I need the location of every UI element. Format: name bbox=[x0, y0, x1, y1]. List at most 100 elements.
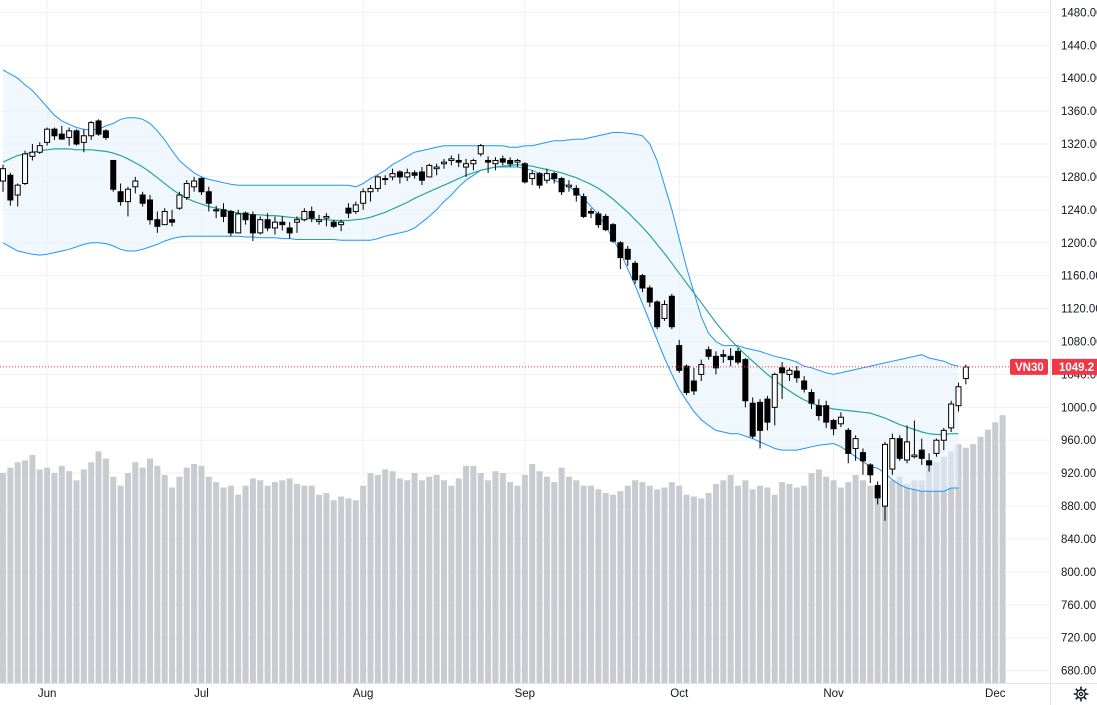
candle[interactable] bbox=[279, 216, 286, 231]
candle[interactable] bbox=[521, 162, 528, 184]
candle[interactable] bbox=[896, 435, 903, 461]
candle[interactable] bbox=[213, 205, 220, 219]
candle[interactable] bbox=[904, 425, 911, 464]
candle[interactable] bbox=[220, 203, 227, 223]
candle[interactable] bbox=[257, 216, 264, 235]
candle[interactable] bbox=[73, 129, 80, 146]
candle[interactable] bbox=[882, 441, 888, 521]
candle[interactable] bbox=[271, 216, 278, 235]
candle[interactable] bbox=[646, 285, 653, 307]
candle[interactable] bbox=[757, 399, 764, 449]
candle[interactable] bbox=[764, 395, 771, 431]
candle[interactable] bbox=[7, 172, 14, 206]
candle[interactable] bbox=[551, 171, 558, 184]
candle[interactable] bbox=[0, 164, 6, 192]
candle[interactable] bbox=[727, 348, 734, 367]
candle[interactable] bbox=[654, 300, 661, 330]
candle[interactable] bbox=[859, 448, 866, 475]
candle[interactable] bbox=[374, 175, 381, 192]
candle[interactable] bbox=[610, 223, 617, 243]
candle[interactable] bbox=[676, 339, 683, 373]
candle[interactable] bbox=[499, 155, 506, 166]
candle[interactable] bbox=[874, 481, 881, 505]
candle[interactable] bbox=[911, 420, 918, 459]
candle[interactable] bbox=[889, 433, 896, 475]
candle[interactable] bbox=[815, 399, 822, 421]
candle[interactable] bbox=[690, 367, 697, 395]
candle[interactable] bbox=[382, 175, 389, 186]
candle[interactable] bbox=[161, 208, 168, 226]
candle[interactable] bbox=[345, 203, 352, 219]
candle[interactable] bbox=[198, 176, 205, 196]
candle[interactable] bbox=[44, 127, 51, 146]
candle[interactable] bbox=[668, 293, 675, 330]
candle[interactable] bbox=[492, 157, 499, 171]
candle[interactable] bbox=[249, 211, 256, 242]
candle[interactable] bbox=[58, 125, 65, 140]
candlesticks[interactable] bbox=[0, 119, 969, 521]
candle[interactable] bbox=[573, 185, 580, 202]
candle[interactable] bbox=[823, 400, 830, 428]
candle[interactable] bbox=[470, 158, 477, 171]
candle[interactable] bbox=[80, 129, 87, 153]
candle[interactable] bbox=[88, 120, 95, 140]
candle[interactable] bbox=[477, 144, 484, 157]
candle[interactable] bbox=[36, 142, 43, 154]
candle[interactable] bbox=[124, 186, 131, 217]
candle[interactable] bbox=[683, 364, 690, 395]
candle[interactable] bbox=[411, 170, 418, 179]
candle[interactable] bbox=[705, 346, 712, 360]
candle[interactable] bbox=[852, 435, 859, 461]
candle[interactable] bbox=[771, 372, 778, 426]
candle[interactable] bbox=[426, 163, 433, 178]
candle[interactable] bbox=[507, 157, 514, 168]
candle[interactable] bbox=[441, 158, 447, 169]
candle[interactable] bbox=[742, 357, 749, 408]
settings-button[interactable] bbox=[1068, 684, 1094, 704]
candle[interactable] bbox=[837, 412, 844, 428]
candle[interactable] bbox=[448, 155, 455, 166]
candle[interactable] bbox=[227, 209, 234, 237]
candle[interactable] bbox=[51, 127, 58, 140]
candle[interactable] bbox=[955, 382, 962, 412]
candle[interactable] bbox=[66, 127, 73, 146]
candle[interactable] bbox=[323, 213, 330, 227]
candle[interactable] bbox=[294, 216, 300, 233]
candle[interactable] bbox=[132, 176, 139, 194]
candle[interactable] bbox=[154, 211, 161, 233]
candle[interactable] bbox=[558, 176, 565, 196]
candle[interactable] bbox=[624, 246, 631, 266]
candle[interactable] bbox=[595, 211, 602, 228]
candle[interactable] bbox=[867, 463, 874, 484]
candle[interactable] bbox=[926, 453, 933, 472]
candle[interactable] bbox=[529, 170, 536, 186]
candle[interactable] bbox=[389, 168, 396, 181]
candle[interactable] bbox=[264, 213, 271, 232]
candle[interactable] bbox=[602, 213, 609, 232]
candle[interactable] bbox=[433, 163, 440, 176]
candle[interactable] bbox=[455, 153, 462, 168]
candle[interactable] bbox=[191, 176, 198, 192]
candle[interactable] bbox=[418, 167, 425, 186]
candle[interactable] bbox=[639, 274, 646, 293]
candle[interactable] bbox=[463, 158, 470, 177]
candle[interactable] bbox=[588, 208, 594, 219]
candle[interactable] bbox=[543, 168, 550, 184]
candle[interactable] bbox=[779, 362, 786, 400]
candle[interactable] bbox=[242, 211, 249, 225]
candle[interactable] bbox=[617, 241, 624, 270]
candle[interactable] bbox=[830, 418, 837, 436]
candle[interactable] bbox=[176, 191, 183, 210]
candle[interactable] bbox=[235, 209, 242, 234]
candle[interactable] bbox=[301, 208, 308, 222]
candle[interactable] bbox=[485, 156, 492, 173]
candle[interactable] bbox=[22, 150, 29, 186]
candle[interactable] bbox=[14, 183, 21, 207]
candle[interactable] bbox=[404, 168, 411, 182]
candle[interactable] bbox=[735, 348, 741, 365]
candle[interactable] bbox=[147, 195, 153, 225]
candle[interactable] bbox=[396, 170, 403, 184]
candle[interactable] bbox=[565, 180, 572, 192]
candle[interactable] bbox=[183, 180, 190, 200]
